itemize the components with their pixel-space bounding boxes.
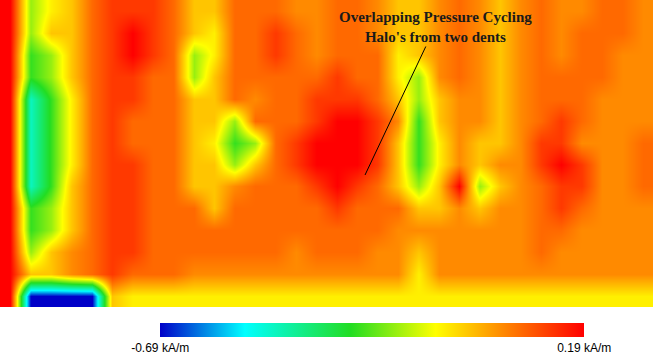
svg-text:0.19 kA/m: 0.19 kA/m [557, 341, 611, 355]
svg-text:-0.69 kA/m: -0.69 kA/m [131, 341, 189, 355]
svg-text:Overlapping Pressure CyclingHa: Overlapping Pressure CyclingHalo's from … [339, 9, 532, 45]
